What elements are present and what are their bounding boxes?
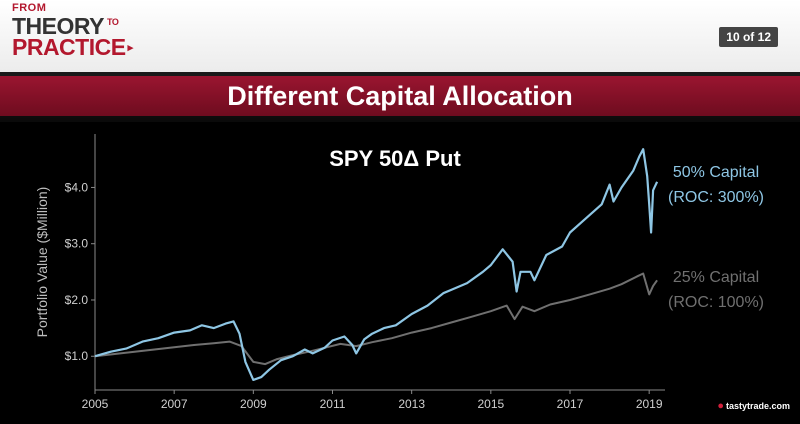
- x-tick-label: 2005: [82, 397, 109, 411]
- tastytrade-logo: ● tastytrade.com: [717, 400, 790, 412]
- footer-logo-text: tastytrade.com: [725, 401, 790, 411]
- title-bar: Different Capital Allocation: [0, 76, 800, 116]
- x-tick-label: 2011: [320, 397, 346, 411]
- label-layer: SPY 50Δ Put 50% Capital (ROC: 300%) 25% Cap…: [329, 146, 764, 311]
- y-axis-label: Portfolio Value ($Million): [34, 187, 50, 338]
- x-tick-label: 2019: [636, 397, 663, 411]
- slide-title: Different Capital Allocation: [227, 81, 573, 111]
- x-tick-label: 2015: [477, 397, 504, 411]
- brand-to: TO: [107, 17, 119, 28]
- series-line-25-capital: [94, 272, 658, 366]
- y-tick-label: $1.0: [65, 349, 89, 363]
- title-band: Different Capital Allocation: [0, 72, 800, 122]
- x-tick-label: 2009: [240, 397, 267, 411]
- series-annotation-25-line-2: (ROC: 100%): [668, 294, 764, 311]
- series-annotation-25-line-1: 25% Capital: [673, 269, 759, 286]
- x-tick-label: 2013: [398, 397, 425, 411]
- y-tick-label: $2.0: [65, 293, 89, 307]
- chart-title: SPY 50Δ Put: [329, 146, 461, 171]
- chart-area: $1.0 $2.0 $3.0 $4.0 2005 2007 2009 2011 2013 2015…: [0, 122, 800, 424]
- play-arrow-icon: ▸: [127, 42, 134, 55]
- brand-practice-line: PRACTICE ▸: [12, 36, 133, 59]
- x-tick-label: 2007: [161, 397, 188, 411]
- brand-theory-line: THEORY TO: [12, 15, 133, 38]
- brand-theory: THEORY: [12, 13, 105, 39]
- brand-practice: PRACTICE: [12, 34, 126, 60]
- y-tick-label: $4.0: [65, 180, 89, 194]
- portfolio-chart: $1.0 $2.0 $3.0 $4.0 2005 2007 2009 2011 2013 2015…: [34, 134, 764, 411]
- top-header: FROM THEORY TO PRACTICE ▸ 10 of 12: [0, 0, 800, 72]
- axes-layer: $1.0 $2.0 $3.0 $4.0 2005 2007 2009 2011 2013 2015…: [34, 134, 665, 411]
- series-annotation-50-line-2: (ROC: 300%): [668, 189, 764, 206]
- series-layer: [94, 148, 659, 381]
- cherry-icon: ●: [717, 400, 724, 412]
- slide-counter: 10 of 12: [719, 27, 778, 47]
- series-line-50-capital: [94, 148, 659, 381]
- y-tick-label: $3.0: [65, 237, 89, 251]
- brand-logo: FROM THEORY TO PRACTICE ▸: [12, 3, 133, 59]
- x-tick-label: 2017: [557, 397, 584, 411]
- series-annotation-50-line-1: 50% Capital: [673, 164, 759, 181]
- brand-from: FROM: [12, 2, 47, 14]
